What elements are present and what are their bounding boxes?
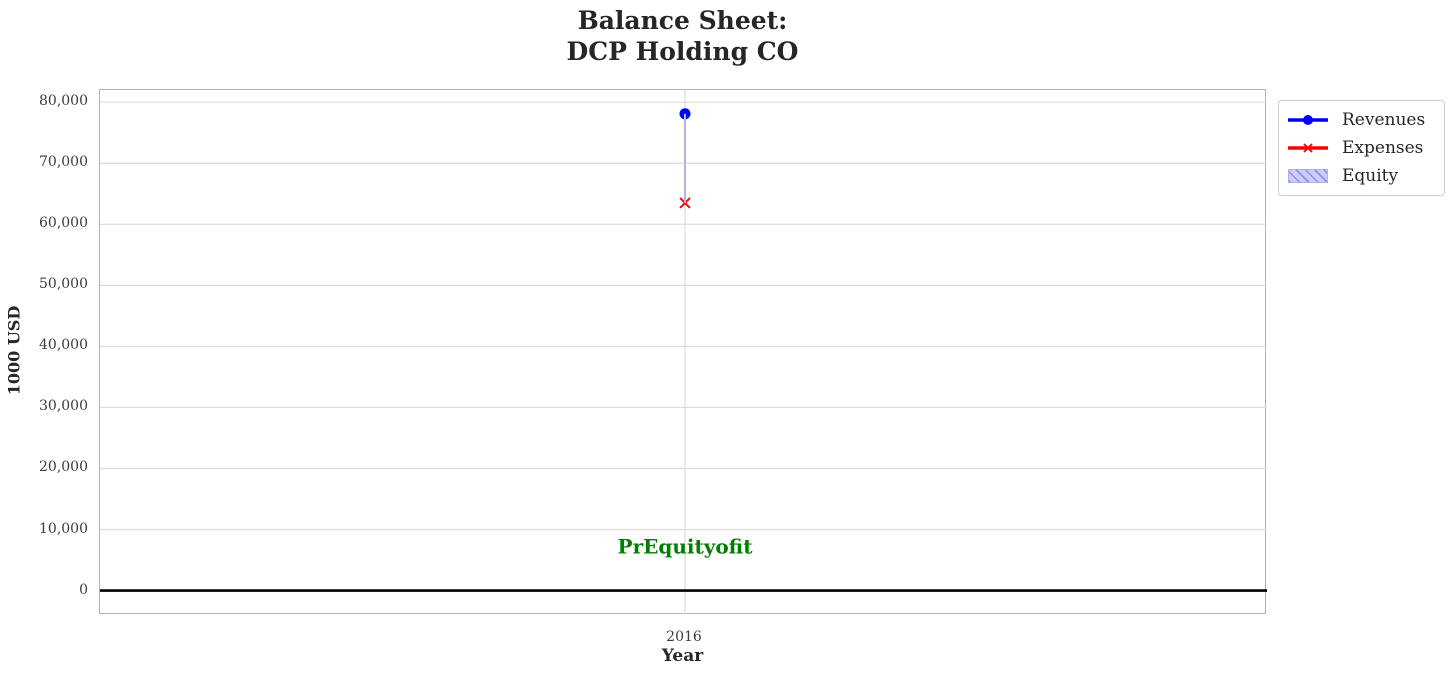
y-tick-label-80000: 80,000 [39,93,88,110]
y-tick-label-40000: 40,000 [39,337,88,354]
y-tick-label-70000: 70,000 [39,154,88,171]
y-tick-label-0: 0 [79,581,88,598]
expenses-line-swatch-icon [1286,139,1330,157]
revenues-point-marker [679,108,691,120]
legend-item-revenues: Revenues [1286,106,1436,134]
equity-patch-swatch-icon [1286,167,1330,185]
legend-line-icon [1288,115,1328,125]
equity-bar [684,113,686,203]
y-tick-label-30000: 30,000 [39,398,88,415]
y-axis-tick-labels: 0 10,000 20,000 30,000 40,000 50,000 60,000 70,… [0,0,88,676]
legend-item-expenses: Expenses [1286,134,1436,162]
plot-area: PrEquityofit [99,89,1267,615]
x-axis-tick-2016: 2016 [666,629,702,645]
y-tick-label-20000: 20,000 [39,459,88,476]
hatched-patch-icon [1288,169,1328,183]
legend-label-revenues: Revenues [1342,110,1426,130]
y-tick-label-50000: 50,000 [39,276,88,293]
chart-title-line1: Balance Sheet: [577,6,788,35]
y-tick-label-60000: 60,000 [39,215,88,232]
chart-title-line2: DCP Holding CO [566,37,799,66]
legend-label-expenses: Expenses [1342,138,1424,158]
x-axis-label: Year [661,646,704,666]
annotation-profit-equity: PrEquityofit [618,535,754,559]
chart-canvas: PrEquityofit [100,90,1267,615]
chart-title: Balance Sheet: DCP Holding CO [99,5,1266,67]
legend: Revenues Expenses Equity [1278,100,1445,196]
y-tick-label-10000: 10,000 [39,520,88,537]
legend-item-equity: Equity [1286,162,1436,190]
legend-line-icon [1288,143,1328,153]
legend-label-equity: Equity [1342,166,1399,186]
revenues-line-swatch-icon [1286,111,1330,129]
